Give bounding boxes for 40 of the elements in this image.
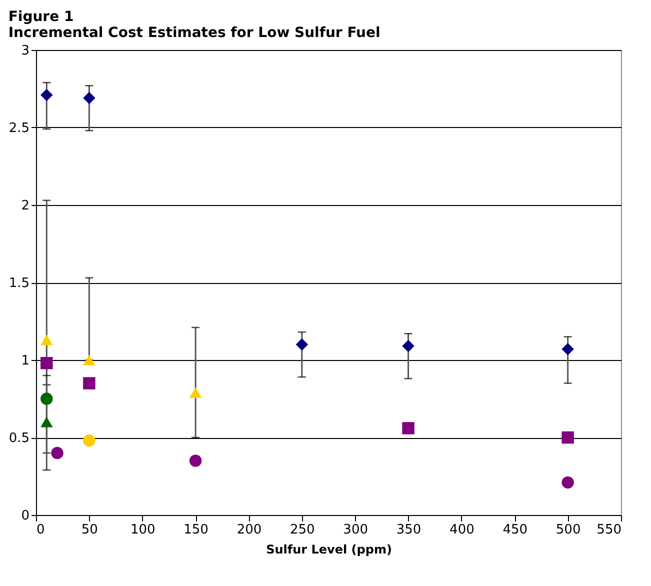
y-tick-label: 2 bbox=[21, 198, 30, 214]
x-tick-label: 150 bbox=[184, 522, 208, 538]
chart-title: Figure 1 bbox=[8, 9, 74, 25]
point bbox=[562, 343, 574, 356]
x-tick-label: 350 bbox=[396, 522, 422, 538]
chart-subtitle: Incremental Cost Estimates for Low Sulfur Fuel bbox=[8, 25, 380, 41]
point bbox=[402, 340, 414, 352]
point bbox=[40, 356, 53, 370]
point bbox=[40, 334, 53, 346]
x-tick-label: 300 bbox=[343, 522, 368, 538]
x-axis-title: Sulfur Level (ppm) bbox=[266, 542, 392, 556]
point bbox=[40, 416, 53, 428]
y-tick-label: 3 bbox=[21, 44, 30, 58]
point bbox=[51, 446, 64, 460]
point bbox=[189, 454, 202, 467]
y-tick-label: 0.5 bbox=[8, 431, 30, 446]
point bbox=[562, 431, 574, 444]
x-tick-label: 500 bbox=[556, 522, 581, 538]
point bbox=[83, 354, 96, 366]
x-tick-label: 250 bbox=[290, 522, 315, 538]
point bbox=[83, 434, 96, 447]
x-tick-label: 450 bbox=[502, 522, 528, 538]
x-tick-label: 200 bbox=[236, 522, 262, 538]
point bbox=[83, 92, 96, 104]
y-tick-label: 1 bbox=[21, 354, 30, 368]
y-tick-label: 1.5 bbox=[8, 276, 30, 291]
x-tick-label: 550 bbox=[596, 522, 622, 538]
y-tick-label: 0 bbox=[21, 508, 30, 524]
x-tick-label: 50 bbox=[81, 522, 98, 538]
point bbox=[83, 377, 96, 390]
point bbox=[40, 392, 53, 405]
x-tick-label: 0 bbox=[36, 522, 45, 538]
point bbox=[189, 387, 202, 398]
x-tick-label: 100 bbox=[130, 522, 156, 538]
point bbox=[562, 476, 574, 489]
point bbox=[296, 338, 308, 351]
x-tick-label: 400 bbox=[450, 522, 474, 538]
point bbox=[40, 88, 53, 102]
y-tick-label: 2.5 bbox=[8, 121, 30, 136]
point bbox=[402, 422, 414, 434]
